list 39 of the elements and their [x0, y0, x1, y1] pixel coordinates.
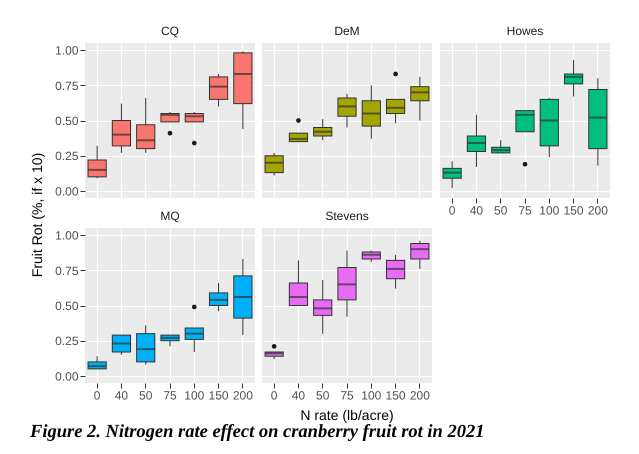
x-axis-title: N rate (lb/acre)	[300, 407, 394, 423]
x-tick-label: 200	[588, 204, 608, 218]
chart-title: DeM	[334, 24, 360, 38]
x-tick-label: 150	[386, 388, 406, 402]
chart-title: CQ	[161, 24, 179, 38]
x-tick-label: 100	[184, 388, 205, 402]
chart-title: Howes	[506, 24, 544, 38]
y-tick-label: 0.00	[55, 184, 79, 198]
x-tick-label: 40	[292, 388, 306, 402]
x-tick-label: 200	[232, 388, 254, 402]
x-tick-label: 75	[340, 388, 354, 402]
y-tick-label: 0.50	[55, 299, 79, 313]
y-tick-label: 0.25	[55, 149, 79, 164]
y-tick-label: 1.00	[55, 44, 79, 58]
y-tick-label: 0.75	[55, 264, 79, 278]
x-tick-label: 75	[518, 204, 532, 218]
caption: Figure 2. Nitrogen rate effect on cranberry fruit rot in 2021	[30, 422, 484, 443]
y-tick-label: 0.00	[55, 369, 79, 384]
x-tick-label: 0	[448, 204, 456, 218]
y-tick-label: 0.75	[55, 78, 79, 93]
y-axis-title: Fruit Rot (%, if x 10)	[29, 152, 45, 278]
x-tick-label: 40	[470, 204, 484, 218]
x-tick-label: 150	[564, 204, 584, 218]
chart-title: MQ	[160, 209, 180, 223]
x-tick-label: 100	[539, 204, 560, 218]
x-tick-label: 40	[114, 388, 128, 402]
x-tick-label: 0	[270, 388, 278, 402]
y-tick-label: 0.50	[55, 114, 79, 128]
x-tick-label: 150	[208, 388, 229, 402]
x-tick-label: 50	[316, 388, 330, 402]
x-tick-label: 200	[410, 388, 430, 402]
y-tick-label: 0.25	[55, 334, 79, 348]
chart-title: Stevens	[325, 209, 369, 223]
x-tick-label: 75	[163, 388, 177, 402]
x-tick-label: 0	[94, 388, 101, 402]
x-tick-label: 50	[139, 388, 153, 402]
x-tick-label: 100	[361, 388, 382, 402]
y-tick-label: 1.00	[55, 228, 79, 243]
x-tick-label: 50	[494, 204, 508, 218]
